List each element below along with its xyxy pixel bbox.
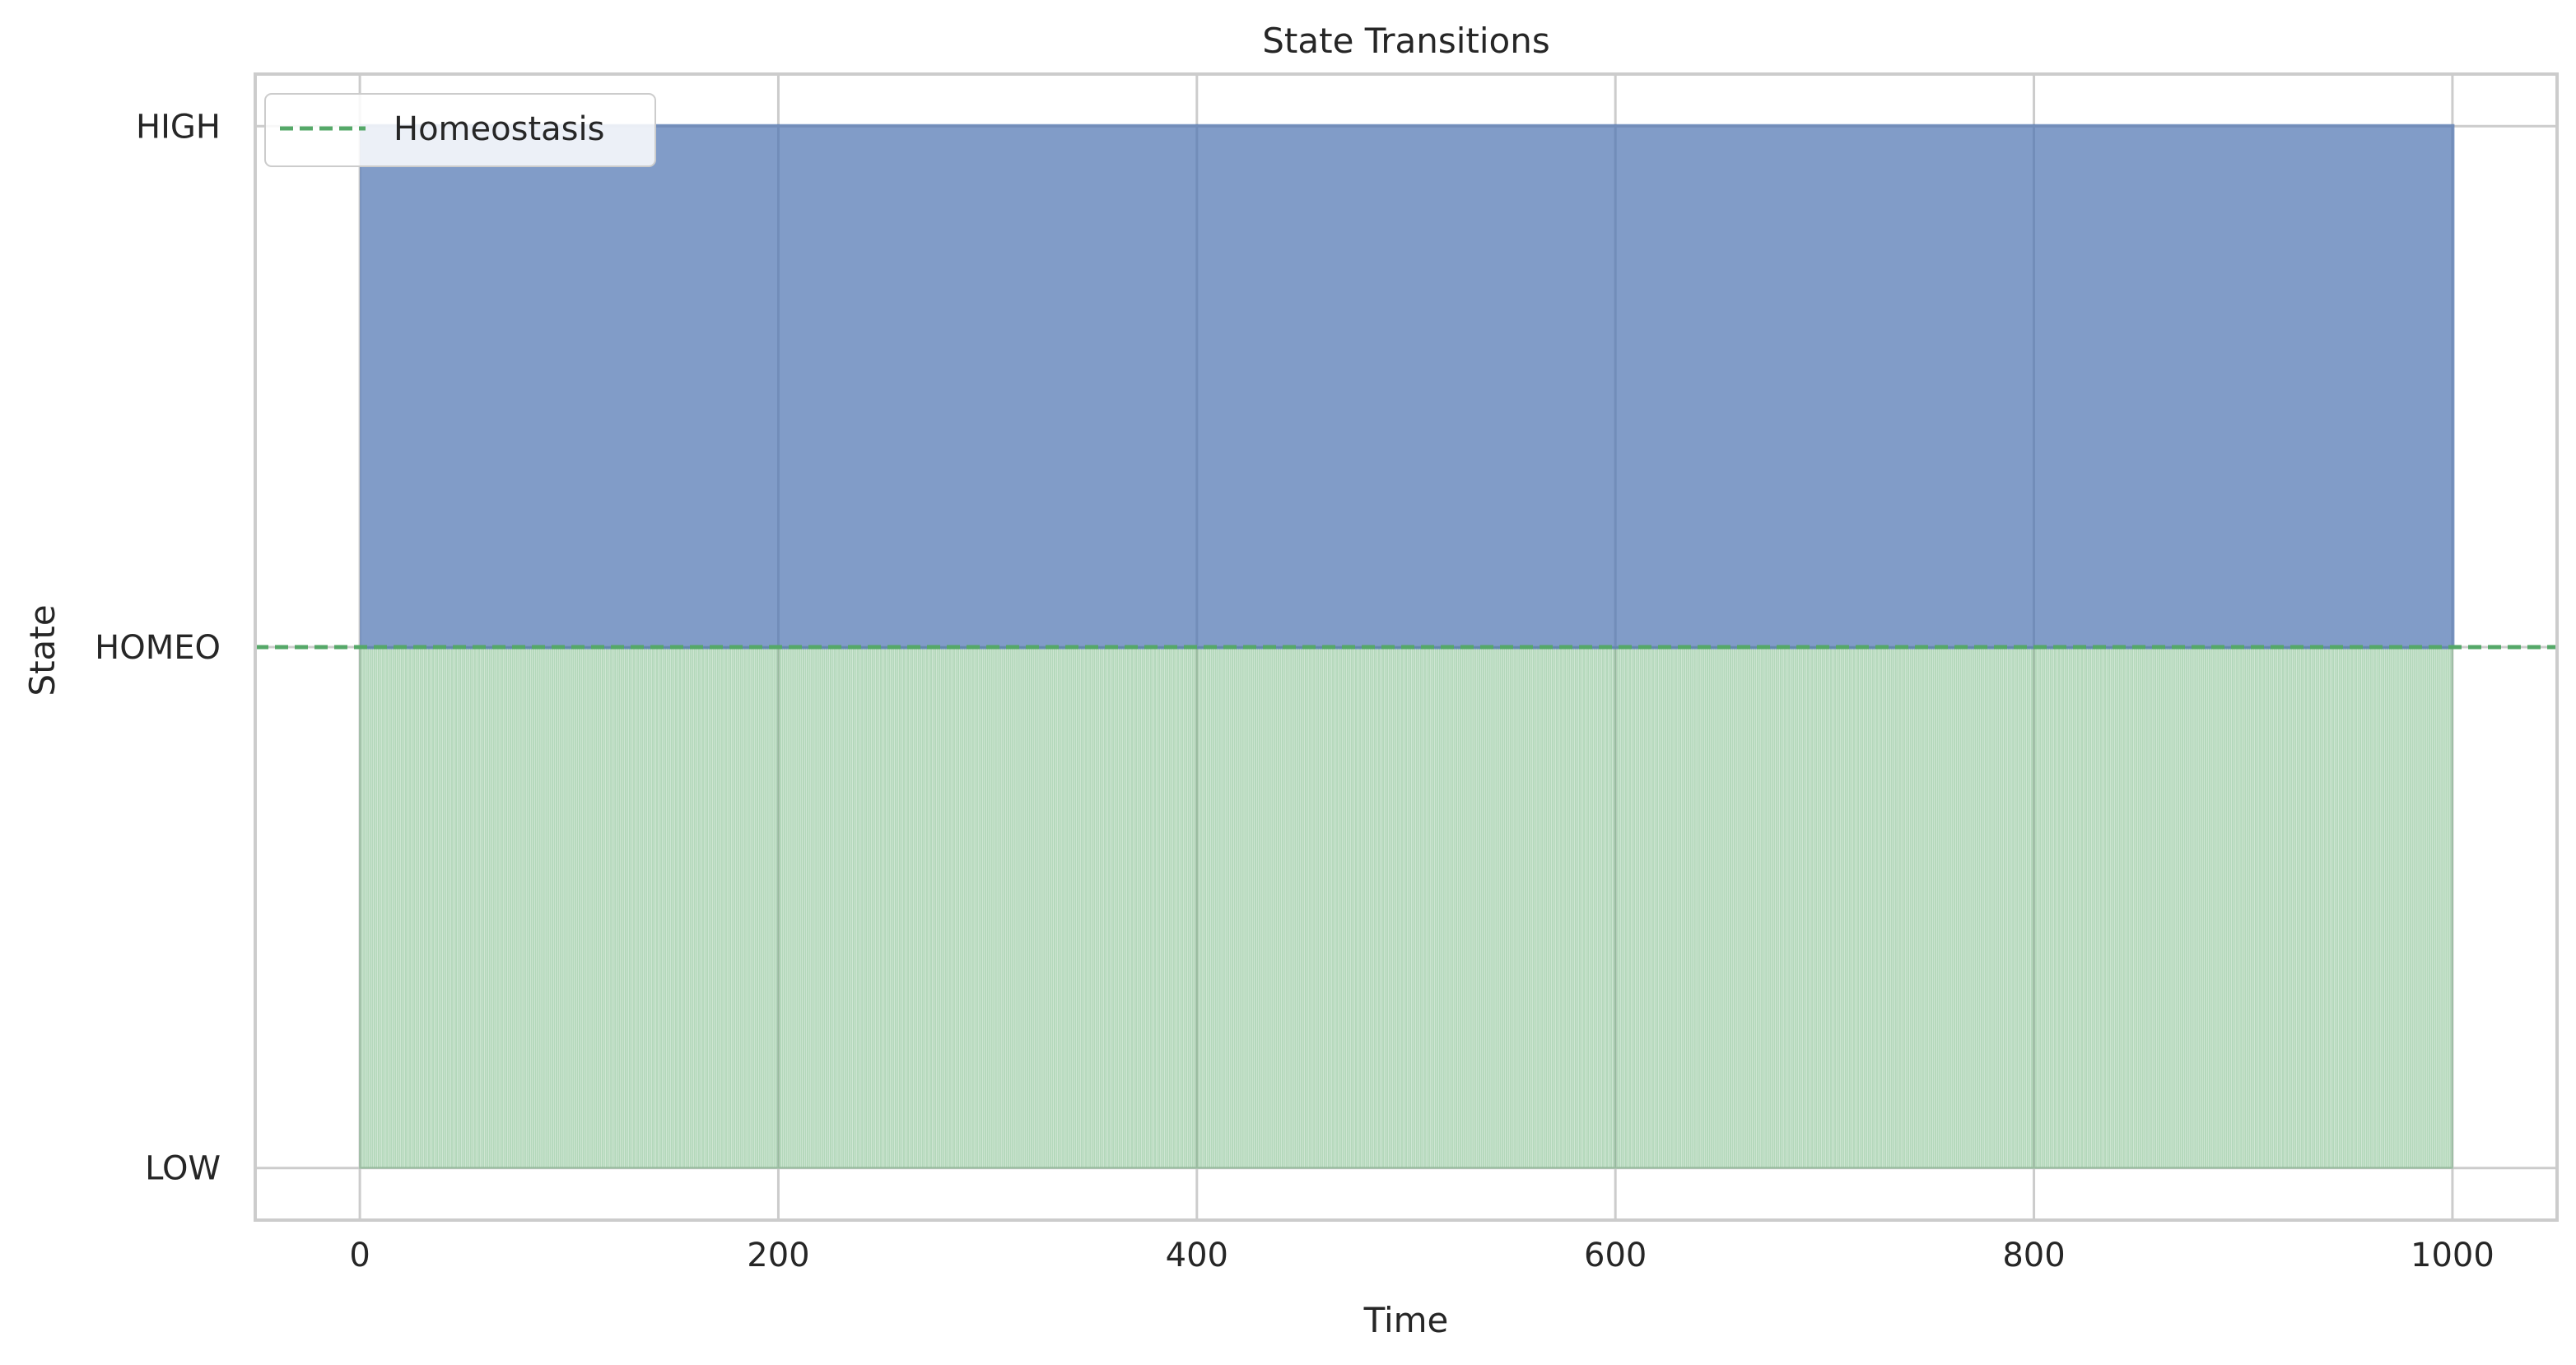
x-tick-labels: 0 200 400 600 800 1000: [349, 1237, 2494, 1274]
axes-frame: [254, 72, 2559, 1222]
y-tick-labels: LOW HOMEO HIGH: [95, 108, 221, 1187]
x-tick-label: 600: [1584, 1237, 1647, 1274]
legend-label-homeostasis: Homeostasis: [394, 110, 604, 148]
y-tick-label: HOMEO: [95, 629, 221, 667]
y-tick-label: HIGH: [136, 108, 221, 146]
x-tick-label: 800: [2002, 1237, 2065, 1274]
x-tick-label: 1000: [2411, 1237, 2494, 1274]
legend-box: [264, 93, 656, 167]
state-step-line: [360, 123, 2455, 650]
fill-region: [359, 646, 2453, 1169]
x-tick-label: 200: [747, 1237, 809, 1274]
y-axis-label: State: [22, 604, 63, 696]
x-tick-label: 400: [1166, 1237, 1228, 1274]
legend[interactable]: Homeostasis: [264, 93, 656, 167]
x-axis-label: Time: [1363, 1300, 1449, 1340]
state-series: [360, 123, 2455, 650]
x-tick-label: 0: [349, 1237, 370, 1274]
chart-title: State Transitions: [1262, 21, 1550, 61]
y-tick-label: LOW: [145, 1150, 221, 1188]
homeostasis-fill: [359, 646, 2453, 1169]
